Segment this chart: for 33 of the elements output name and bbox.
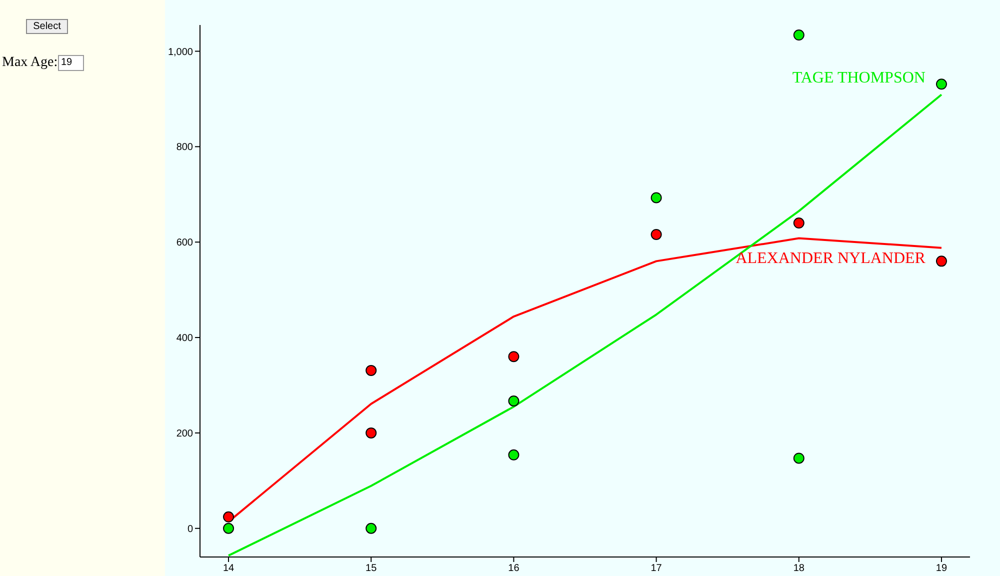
y-tick-label: 0 [187,524,194,535]
y-tick-label: 800 [176,142,194,154]
y-tick-label: 200 [176,428,194,440]
point [793,218,804,229]
point [508,449,520,460]
point [650,228,662,240]
point [793,452,804,464]
series-label: ALEXANDER NYLANDER [736,250,926,267]
point [508,395,520,406]
y-tick-label: 400 [176,333,194,344]
point [366,364,377,376]
x-tick-label: 15 [366,563,378,574]
y-tick-label: 600 [176,238,194,249]
series-label: TAGE THOMPSON [792,70,926,87]
point [223,522,234,534]
point [936,256,947,267]
x-tick-label: 19 [936,563,948,574]
point [366,522,377,534]
x-tick-label: 17 [650,563,662,574]
y-tick-label: 1,000 [168,46,194,58]
point [508,351,520,362]
select-button: Select [26,19,68,34]
point [366,427,377,438]
point [223,511,234,522]
x-tick-label: 16 [508,563,520,574]
age-field: 19 [58,55,84,71]
x-tick-label: 18 [793,563,805,574]
point [936,78,947,90]
control-panel: Select Max Age: 19 [0,0,165,576]
line-series [228,94,942,557]
point [793,30,804,41]
point [650,192,662,204]
x-tick-label: 14 [222,563,235,574]
